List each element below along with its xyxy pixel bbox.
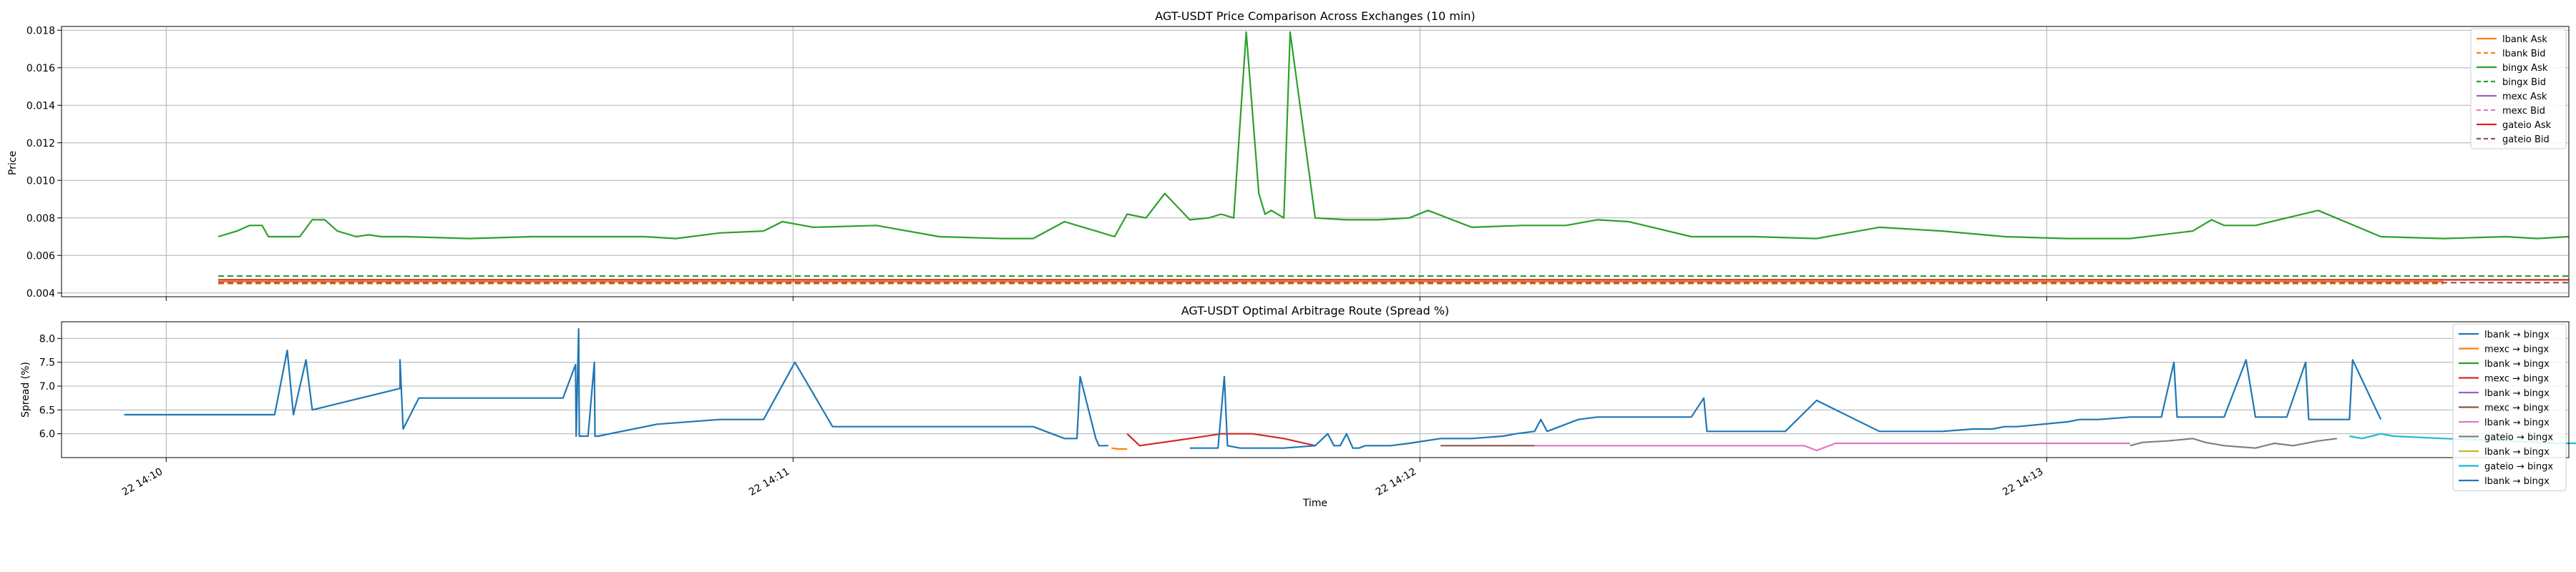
series-line	[218, 31, 2570, 240]
chart-2-xlabel: Time	[1302, 498, 1327, 509]
legend-entry: mexc → bingx	[2484, 403, 2550, 414]
series-line	[1111, 447, 1128, 450]
legend-entry: bingx Ask	[2502, 63, 2548, 74]
chart-2-title: AGT-USDT Optimal Arbitrage Route (Spread…	[1181, 304, 1450, 317]
chart-2-gridlines	[62, 322, 2569, 458]
y-tick-label: 7.0	[39, 381, 55, 393]
chart-1-x-ticks	[165, 297, 2047, 301]
y-tick-label: 0.006	[26, 250, 55, 262]
legend-entry: gateio Ask	[2502, 120, 2552, 131]
legend-box	[2452, 323, 2567, 491]
series-line	[1534, 442, 2130, 452]
y-tick-label: 6.5	[39, 405, 55, 416]
chart-1-legend: lbank Ask lbank Bid bingx Ask bingx Bid mexc…	[2470, 28, 2567, 149]
y-tick-label: 0.008	[26, 213, 55, 225]
legend-entry: mexc Ask	[2502, 92, 2547, 102]
chart-1-plot-frame	[61, 26, 2570, 297]
legend-entry: lbank → bingx	[2484, 476, 2550, 487]
chart-1-title: AGT-USDT Price Comparison Across Exchang…	[1155, 9, 1475, 23]
chart-price-comparison: AGT-USDT Price Comparison Across Exchang…	[7, 9, 2570, 301]
chart-1-gridlines	[62, 26, 2569, 297]
legend-box	[2470, 28, 2567, 149]
series-line	[2129, 438, 2338, 449]
legend-entry: lbank → bingx	[2484, 418, 2550, 428]
chart-2-series-lines	[124, 327, 2576, 452]
legend-entry: gateio Bid	[2502, 134, 2550, 145]
chart-1-series-lines	[218, 31, 2570, 285]
legend-entry: gateio → bingx	[2484, 433, 2553, 443]
y-tick-label: 0.004	[26, 288, 55, 300]
legend-entry: mexc → bingx	[2484, 345, 2550, 355]
series-line	[1189, 359, 2382, 449]
y-tick-label: 7.5	[39, 358, 55, 369]
y-tick-label: 6.0	[39, 429, 55, 440]
chart-2-ylabel: Spread (%)	[20, 362, 31, 418]
legend-entry: lbank → bingx	[2484, 330, 2550, 340]
chart-2-legend: lbank → bingx mexc → bingx lbank → bingx me…	[2452, 323, 2567, 491]
y-tick-label: 0.018	[26, 25, 55, 36]
legend-entry: lbank Ask	[2502, 34, 2547, 45]
y-tick-label: 0.014	[26, 100, 55, 112]
series-line	[2349, 433, 2576, 445]
legend-entry: bingx Bid	[2502, 77, 2546, 88]
y-tick-label: 0.016	[26, 63, 55, 74]
legend-entry: lbank → bingx	[2484, 447, 2550, 458]
legend-entry: mexc Bid	[2502, 106, 2545, 117]
legend-entry: gateio → bingx	[2484, 462, 2553, 473]
chart-1-y-ticks: 0.004 0.006 0.008 0.010 0.012 0.014 0.016 0.018	[26, 25, 62, 300]
chart-2-y-ticks: 6.0 6.5 7.0 7.5 8.0	[39, 333, 62, 440]
legend-entry: lbank → bingx	[2484, 388, 2550, 399]
y-tick-label: 0.010	[26, 175, 55, 187]
y-tick-label: 8.0	[39, 333, 55, 345]
chart-1-ylabel: Price	[7, 151, 19, 175]
series-line	[1126, 433, 1316, 447]
y-tick-label: 0.012	[26, 138, 55, 149]
legend-entry: lbank Bid	[2502, 49, 2546, 59]
series-line	[124, 327, 1108, 447]
legend-entry: mexc → bingx	[2484, 374, 2550, 385]
legend-entry: lbank → bingx	[2484, 359, 2550, 370]
chart-2-plot-frame	[61, 321, 2570, 458]
